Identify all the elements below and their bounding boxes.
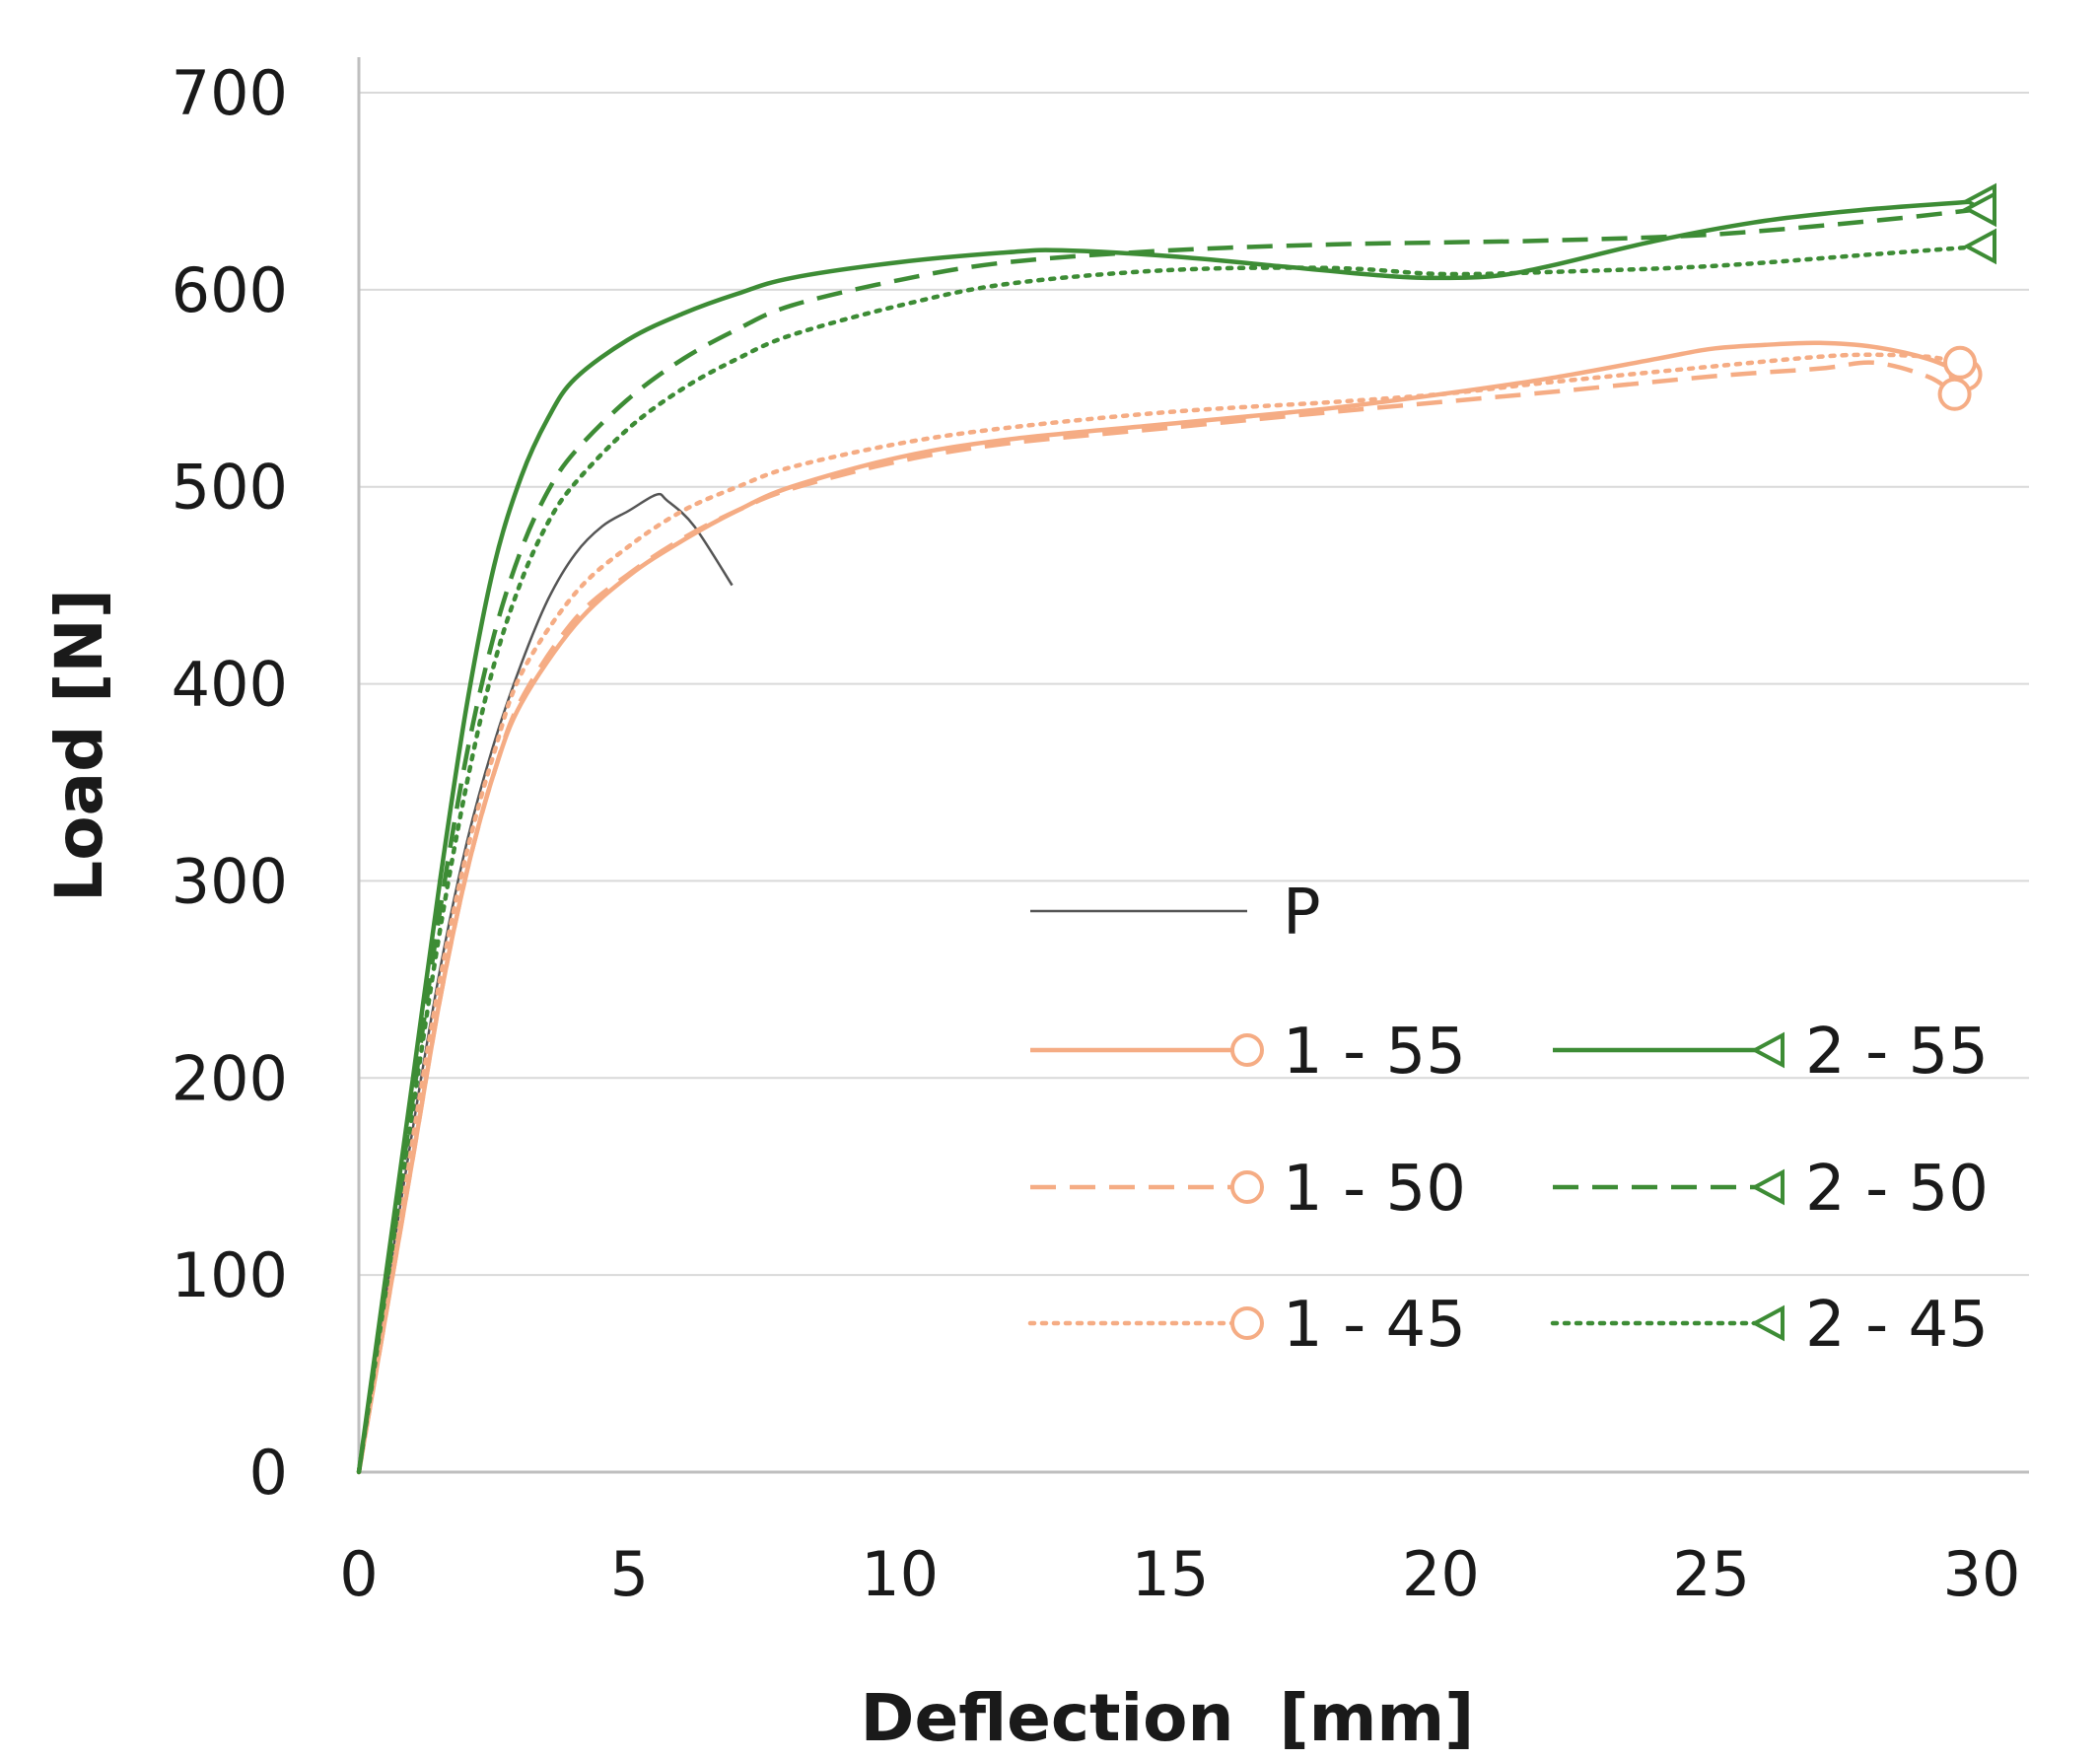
series-line-2_45 [356, 244, 1985, 1475]
y-tick-label-100: 100 [172, 1239, 288, 1311]
series-line-2_50 [356, 206, 1983, 1473]
x-tick-label-10: 10 [861, 1538, 939, 1610]
legend-label-2_55: 2 - 55 [1805, 1016, 1989, 1089]
legend-label-1_50: 1 - 50 [1283, 1153, 1466, 1226]
legend-marker-2_50 [1750, 1168, 1785, 1206]
y-tick-label-0: 0 [249, 1437, 288, 1509]
y-tick-label-600: 600 [172, 254, 288, 326]
x-tick-label-25: 25 [1672, 1538, 1750, 1610]
legend-item-P: P [1030, 877, 1321, 950]
series-line-1_45 [356, 352, 1963, 1475]
y-tick-label-700: 700 [172, 57, 288, 129]
legend-marker-1_55 [1230, 1033, 1264, 1067]
y-tick-label-300: 300 [172, 845, 288, 917]
series-end-marker-2_45 [1962, 228, 1996, 265]
y-tick-label-400: 400 [172, 649, 288, 721]
series-end-marker-2_50 [1962, 190, 1996, 228]
legend-marker-1_50 [1230, 1170, 1264, 1204]
legend-label-2_45: 2 - 45 [1805, 1289, 1989, 1362]
series-line-P [357, 492, 734, 1473]
legend-label-1_55: 1 - 55 [1283, 1016, 1466, 1089]
legend-marker-1_45 [1230, 1306, 1264, 1340]
legend-item-2_55: 2 - 55 [1553, 1016, 1989, 1089]
series-line-2_55 [356, 198, 1983, 1473]
y-tick-label-200: 200 [172, 1042, 288, 1114]
legend: P 1 - 55 2 - 55 1 - 50 2 - 50 1 - 45 2 - 45 [1027, 877, 1989, 1362]
x-tick-label-5: 5 [610, 1538, 649, 1610]
series-end-marker-1_50 [1937, 377, 1972, 411]
gridlines [359, 92, 2029, 1277]
legend-marker-2_55 [1750, 1031, 1785, 1069]
x-axis-title: Deflection [mm] [861, 1680, 1475, 1756]
data-series [356, 198, 1985, 1475]
legend-item-1_55: 1 - 55 [1030, 1016, 1466, 1089]
x-tick-label-20: 20 [1402, 1538, 1480, 1610]
series-line-1_55 [356, 340, 1967, 1473]
legend-label-1_45: 1 - 45 [1283, 1289, 1466, 1362]
legend-item-1_50: 1 - 50 [1030, 1153, 1466, 1226]
x-tick-label-15: 15 [1132, 1538, 1210, 1610]
x-tick-label-30: 30 [1943, 1538, 2021, 1610]
y-tick-label-500: 500 [172, 452, 288, 524]
series-line-1_50 [356, 360, 1956, 1473]
legend-label-2_50: 2 - 50 [1805, 1153, 1989, 1226]
tick-labels: 0 100 200 300 400 500 600 700 0 5 10 15 20 25 30 [172, 57, 2021, 1610]
series-end-marker-1_45 [1943, 345, 1978, 380]
y-axis-title: Load [N] [41, 589, 117, 902]
legend-marker-2_45 [1750, 1304, 1785, 1342]
x-tick-label-0: 0 [339, 1538, 378, 1610]
end-markers [1937, 182, 1996, 411]
legend-item-2_50: 2 - 50 [1553, 1153, 1989, 1226]
legend-item-2_45: 2 - 45 [1550, 1289, 1989, 1362]
legend-label-P: P [1283, 877, 1321, 950]
axes [357, 57, 2029, 1474]
legend-item-1_45: 1 - 45 [1027, 1289, 1466, 1362]
